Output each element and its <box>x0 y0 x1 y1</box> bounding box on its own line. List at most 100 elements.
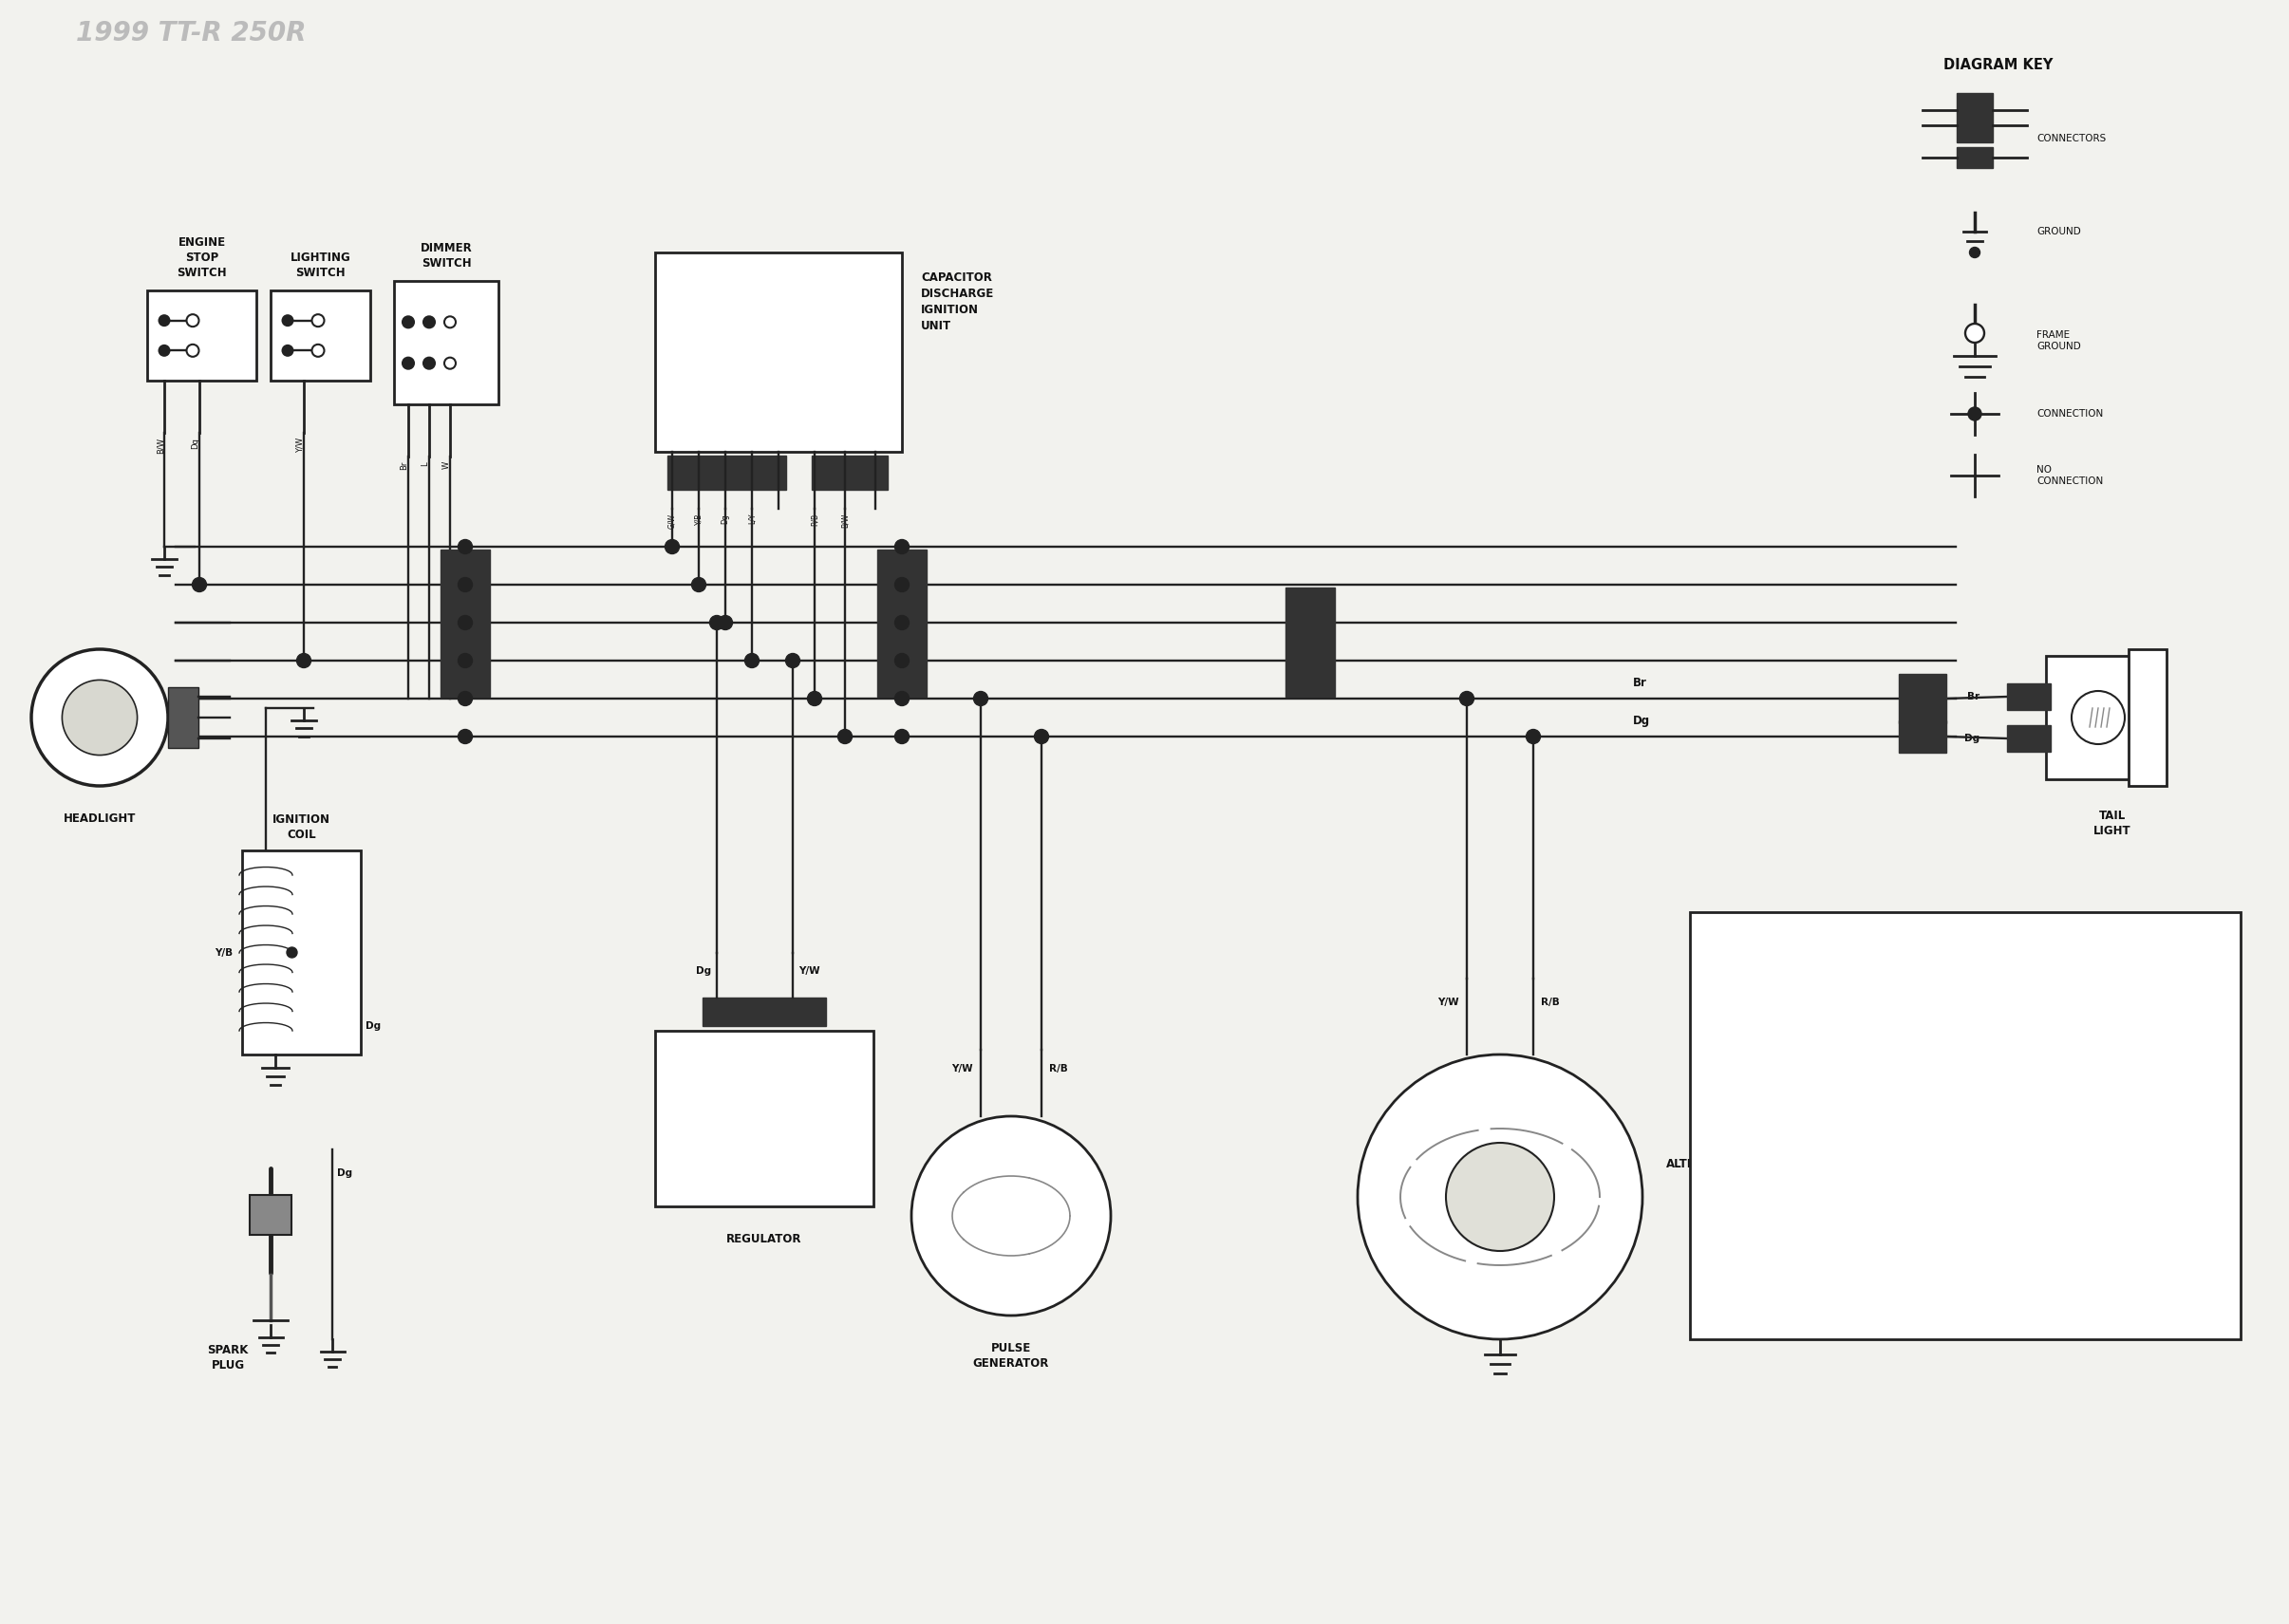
Circle shape <box>895 615 909 630</box>
Bar <box>270 291 371 380</box>
Circle shape <box>838 729 852 744</box>
Text: Y/W: Y/W <box>1437 997 1458 1007</box>
Circle shape <box>458 653 472 667</box>
Text: L: L <box>2197 1023 2202 1033</box>
Circle shape <box>1969 247 1980 258</box>
Circle shape <box>895 729 909 744</box>
Text: R/B: R/B <box>1540 997 1559 1007</box>
Bar <box>1957 148 1994 167</box>
Circle shape <box>895 653 909 667</box>
Text: Color Code: Color Code <box>1920 935 2010 950</box>
Text: ENGINE
STOP
SWITCH: ENGINE STOP SWITCH <box>176 237 227 279</box>
Circle shape <box>32 650 167 786</box>
Circle shape <box>444 357 456 369</box>
Bar <box>666 456 785 490</box>
Bar <box>1689 913 2241 1340</box>
Text: Br: Br <box>401 461 410 471</box>
Text: CONNECTORS: CONNECTORS <box>2037 133 2106 143</box>
Bar <box>167 687 199 749</box>
Bar <box>1957 93 1994 143</box>
Text: R/B: R/B <box>1048 1064 1069 1073</box>
Text: Dark green: Dark green <box>1724 1096 1779 1106</box>
Bar <box>439 549 490 697</box>
Text: IGNITION
COIL: IGNITION COIL <box>272 814 330 841</box>
Text: Yellow/White: Yellow/White <box>1724 1207 1785 1216</box>
Text: Blue: Blue <box>1724 1023 1744 1033</box>
Text: Y/W: Y/W <box>2181 1207 2202 1216</box>
Bar <box>2046 656 2131 780</box>
Text: Dg: Dg <box>696 966 712 976</box>
Circle shape <box>1447 1143 1554 1250</box>
Text: Br: Br <box>1632 677 1648 689</box>
Circle shape <box>666 539 680 554</box>
Text: Y/W: Y/W <box>799 966 819 976</box>
Circle shape <box>895 578 909 591</box>
Circle shape <box>403 357 414 369</box>
Text: B/W: B/W <box>840 513 849 528</box>
Text: ALTERNATOR: ALTERNATOR <box>1666 1158 1747 1169</box>
Circle shape <box>710 615 723 630</box>
Bar <box>146 291 256 380</box>
Text: G/W: G/W <box>668 513 678 529</box>
Text: Y/W: Y/W <box>952 1064 973 1073</box>
Text: TAIL
LIGHT: TAIL LIGHT <box>2094 810 2131 836</box>
Circle shape <box>808 692 822 706</box>
Bar <box>250 1195 291 1234</box>
Text: REGULATOR: REGULATOR <box>726 1233 801 1246</box>
Circle shape <box>911 1116 1110 1315</box>
Text: W: W <box>442 461 451 469</box>
Text: Yellow/Black: Yellow/Black <box>1724 1242 1783 1252</box>
Text: OFF: OFF <box>206 346 222 354</box>
Text: Dg: Dg <box>1632 715 1650 728</box>
Circle shape <box>192 578 206 591</box>
Bar <box>703 997 826 1026</box>
Text: Y/B: Y/B <box>694 513 703 525</box>
Text: G/W: G/W <box>2179 1169 2202 1179</box>
Text: Dg: Dg <box>144 692 158 702</box>
Circle shape <box>895 539 909 554</box>
Text: LIGHTING
SWITCH: LIGHTING SWITCH <box>291 252 350 279</box>
Circle shape <box>458 539 472 554</box>
Circle shape <box>973 692 989 706</box>
Text: HIGH: HIGH <box>467 359 490 367</box>
Circle shape <box>1357 1054 1644 1340</box>
Circle shape <box>282 344 293 357</box>
Text: HEADLIGHT: HEADLIGHT <box>64 812 135 825</box>
Circle shape <box>188 344 199 357</box>
Text: Red/Black: Red/Black <box>1724 1280 1772 1289</box>
Circle shape <box>458 692 472 706</box>
Text: 1999 TT-R 250R: 1999 TT-R 250R <box>76 19 307 47</box>
Text: R/B: R/B <box>2184 1280 2202 1289</box>
Circle shape <box>1460 692 1474 706</box>
Circle shape <box>1527 729 1540 744</box>
Circle shape <box>691 578 705 591</box>
Circle shape <box>444 317 456 328</box>
Bar <box>1286 586 1334 697</box>
Text: DIMMER
SWITCH: DIMMER SWITCH <box>421 242 472 270</box>
Text: Y/B: Y/B <box>215 948 233 957</box>
Text: W: W <box>146 713 158 723</box>
Bar <box>1900 721 1946 752</box>
Circle shape <box>785 653 799 667</box>
Text: DIAGRAM KEY: DIAGRAM KEY <box>1943 58 2053 71</box>
Text: R/B: R/B <box>810 513 819 526</box>
Text: L/Y: L/Y <box>2186 1315 2202 1325</box>
Bar <box>243 851 362 1054</box>
Text: L/Y: L/Y <box>749 513 755 525</box>
Text: Dg: Dg <box>192 437 199 448</box>
Text: CAPACITOR
DISCHARGE
IGNITION
UNIT: CAPACITOR DISCHARGE IGNITION UNIT <box>920 271 993 333</box>
Text: Y/W: Y/W <box>295 437 304 453</box>
Circle shape <box>458 729 472 744</box>
Text: RUN: RUN <box>206 317 224 325</box>
Text: GROUND: GROUND <box>2037 227 2081 237</box>
Circle shape <box>458 615 472 630</box>
Bar <box>394 281 499 404</box>
Text: Brown: Brown <box>1724 1060 1753 1070</box>
Circle shape <box>719 615 732 630</box>
Bar <box>813 456 888 490</box>
Text: NO
CONNECTION: NO CONNECTION <box>2037 464 2104 486</box>
Circle shape <box>423 357 435 369</box>
Circle shape <box>895 692 909 706</box>
Text: FRAME
GROUND: FRAME GROUND <box>2037 330 2081 351</box>
Text: L: L <box>153 734 158 744</box>
